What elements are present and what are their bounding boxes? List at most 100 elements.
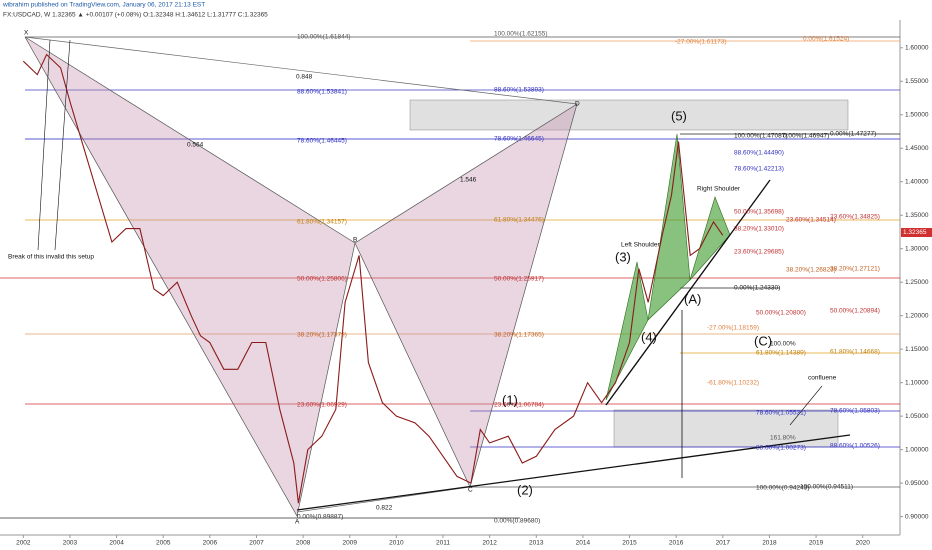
callout: [54, 39, 71, 251]
x-tick-label: 2002: [16, 540, 31, 547]
x-tick-label: 2004: [109, 540, 124, 547]
annotation: 100.00%(1.47087): [734, 133, 788, 140]
pattern-leg: [24, 36, 356, 517]
annotation: 0.00%(1.47277): [830, 131, 876, 138]
annotation: (4): [641, 329, 657, 344]
annotation: 23.60%(1.34514): [786, 217, 836, 224]
y-tick-label: 1.25000: [905, 279, 929, 286]
gray-zones: [409, 99, 849, 448]
x-tick-label: 2012: [482, 540, 497, 547]
annotation: 61.80%(1.34157): [297, 219, 347, 226]
annotation: 23.60%(1.06929): [297, 402, 347, 409]
y-tick-label: 1.60000: [905, 45, 929, 52]
annotation: 23.60%(1.06784): [494, 402, 544, 409]
publisher: wibrahim published on TradingView.com, J…: [2, 2, 205, 9]
y-tick-label: 0.95000: [905, 480, 929, 487]
x-tick-label: 2003: [63, 540, 78, 547]
annotation: 61.80%(1.34476): [494, 217, 544, 224]
annotation: 23.60%(1.34825): [830, 214, 880, 221]
plot: 0.90000 0.95000 1.00000 1.05000 1.10000 1.150…: [16, 45, 929, 547]
annotation: 61.80%(1.14668): [830, 349, 880, 356]
y-tick-label: 1.40000: [905, 178, 929, 185]
pattern-leg: [647, 133, 691, 321]
y-tick-label: 1.35000: [905, 212, 929, 219]
annotation: 0.00%(0.89887): [297, 514, 343, 521]
y-tick-label: 1.15000: [905, 346, 929, 353]
annotation: 50.00%(1.25806): [297, 276, 347, 283]
annotation: 38.20%(1.17365): [494, 332, 544, 339]
annotation: (2): [517, 482, 533, 497]
annotation: 1.546: [460, 177, 477, 184]
annotation: 78.60%(1.05531): [756, 410, 806, 417]
annotation: 0.00%(1.46947): [783, 133, 829, 140]
pattern-line: [24, 36, 578, 105]
annotation: 0.564: [187, 142, 204, 149]
annotation: 88.60%(1.53893): [494, 87, 544, 94]
pattern-leg: [689, 196, 731, 281]
annotation: 88.60%(1.44490): [734, 150, 784, 157]
annotation: 38.20%(1.27121): [830, 266, 880, 273]
x-tick-label: 2006: [203, 540, 218, 547]
y-tick-label: 0.90000: [905, 513, 929, 520]
annotation: 50.00%(1.35698): [734, 209, 784, 216]
green-pattern: [605, 133, 731, 401]
fib-lines: [0, 36, 900, 519]
y-tick-label: 1.10000: [905, 379, 929, 386]
annotation: 88.60%(1.00526): [830, 443, 880, 450]
pattern-leg: [354, 103, 578, 488]
x-tick-label: 2019: [809, 540, 824, 547]
annotation: confluene: [808, 375, 837, 382]
annotation: C: [468, 487, 473, 494]
annotation: -61.80%(1.10232): [707, 380, 759, 387]
annotation: A: [295, 519, 300, 526]
symbol-info: FX:USDCAD, W 1.32365 ▲ +0.00107 (+0.08%)…: [3, 12, 268, 19]
trendlines: [37, 39, 851, 511]
annotation: -27.00%(1.18159): [707, 325, 759, 332]
annotation: 38.20%(1.33010): [734, 226, 784, 233]
x-tick-label: 2008: [296, 540, 311, 547]
annotation: Right Shoulder: [697, 186, 741, 193]
annotations: 100.00%(1.61844) 100.00%(1.62155) -27.00%(…: [8, 30, 880, 526]
annotation: 38.20%(1.17379): [297, 332, 347, 339]
x-tick-label: 2015: [622, 540, 637, 547]
annotation: 88.60%(1.00273): [756, 445, 806, 452]
annotation: 50.00%(1.20894): [830, 308, 880, 315]
annotation: X: [24, 30, 29, 37]
annotation: 78.60%(1.46645): [494, 136, 544, 143]
annotation: (A): [684, 291, 701, 306]
y-tick-label: 1.55000: [905, 78, 929, 85]
annotation: 100.00%(1.62155): [494, 31, 548, 38]
annotation: 100.00%(0.94511): [800, 484, 853, 491]
pattern-leg: [605, 261, 649, 401]
annotation: 100.00%: [770, 341, 796, 348]
y-tick-label: 1.30000: [905, 245, 929, 252]
annotation: D: [575, 101, 580, 108]
last-price-box: [901, 228, 932, 237]
x-tick-label: 2009: [343, 540, 358, 547]
price-line: [22, 53, 724, 504]
y-tick-label: 1.45000: [905, 145, 929, 152]
x-tick-label: 2007: [249, 540, 264, 547]
trendline: [296, 434, 851, 511]
y-tick-label: 1.05000: [905, 413, 929, 420]
x-tick-label: 2018: [762, 540, 777, 547]
annotation: (5): [671, 108, 687, 123]
annotation: 50.00%(1.20800): [756, 310, 806, 317]
pattern-line: [296, 486, 471, 513]
annotation: 100.00%(0.94243): [756, 485, 810, 492]
callout: [789, 385, 823, 426]
annotation: 0.00%(1.24330): [734, 285, 780, 292]
annotation: 78.60%(1.42213): [734, 166, 784, 173]
x-tick-label: 2011: [436, 540, 450, 547]
x-tick-label: 2016: [669, 540, 684, 547]
annotation: 61.80%(1.14389): [756, 350, 806, 357]
annotation: 78.60%(1.05803): [830, 408, 880, 415]
annotation: 23.60%(1.29685): [734, 249, 784, 256]
harmonic-pattern: [24, 36, 578, 517]
annotation: (C): [754, 333, 772, 348]
last-price: 1.32365: [903, 229, 927, 236]
trendline: [605, 234, 731, 406]
annotation: 0.00%(0.89680): [494, 518, 540, 525]
